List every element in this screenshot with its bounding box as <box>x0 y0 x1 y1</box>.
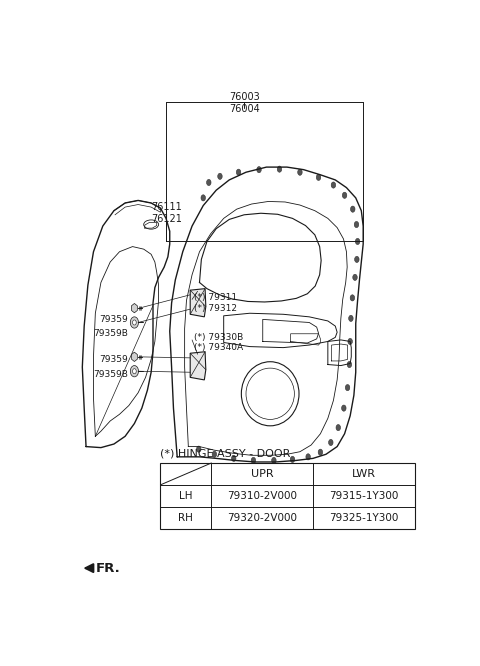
Circle shape <box>196 446 201 452</box>
Text: 79320-2V000: 79320-2V000 <box>228 513 298 523</box>
Circle shape <box>353 274 357 280</box>
Text: FR.: FR. <box>96 561 120 575</box>
Polygon shape <box>190 288 206 317</box>
Circle shape <box>350 295 355 301</box>
Circle shape <box>329 440 333 446</box>
Circle shape <box>331 182 336 188</box>
Circle shape <box>318 449 323 456</box>
Circle shape <box>130 317 139 328</box>
Circle shape <box>130 366 139 377</box>
Circle shape <box>201 194 205 201</box>
Circle shape <box>342 405 346 411</box>
Text: 79310-2V000: 79310-2V000 <box>228 491 298 501</box>
Circle shape <box>298 169 302 175</box>
Text: 79359B: 79359B <box>94 329 128 338</box>
Text: 79315-1Y300: 79315-1Y300 <box>330 491 399 501</box>
Circle shape <box>257 166 261 172</box>
Text: (*) 79311
(*) 79312: (*) 79311 (*) 79312 <box>194 293 237 313</box>
Circle shape <box>345 384 350 391</box>
Circle shape <box>290 456 295 462</box>
Circle shape <box>277 166 282 172</box>
Circle shape <box>348 338 352 344</box>
Text: 79325-1Y300: 79325-1Y300 <box>330 513 399 523</box>
Circle shape <box>350 206 355 212</box>
Circle shape <box>348 315 353 322</box>
Text: LWR: LWR <box>352 469 376 479</box>
Text: 79359B: 79359B <box>94 370 128 380</box>
Polygon shape <box>190 352 206 380</box>
Circle shape <box>132 369 136 374</box>
Circle shape <box>342 192 347 198</box>
Bar <box>160 463 415 529</box>
Circle shape <box>272 458 276 464</box>
Text: 76003
76004: 76003 76004 <box>229 92 260 114</box>
Circle shape <box>316 174 321 180</box>
Text: RH: RH <box>179 513 193 523</box>
Circle shape <box>347 362 352 368</box>
Text: 76111
76121: 76111 76121 <box>151 202 182 224</box>
Circle shape <box>212 451 216 458</box>
Text: 79359: 79359 <box>99 355 128 364</box>
Circle shape <box>251 458 256 464</box>
Circle shape <box>231 456 236 462</box>
Circle shape <box>236 169 241 175</box>
Text: UPR: UPR <box>251 469 274 479</box>
Text: 79359: 79359 <box>99 315 128 324</box>
Polygon shape <box>132 304 137 313</box>
Circle shape <box>306 454 311 460</box>
Circle shape <box>355 256 359 262</box>
Circle shape <box>355 238 360 244</box>
Circle shape <box>132 320 136 325</box>
Polygon shape <box>132 352 137 362</box>
Circle shape <box>206 179 211 186</box>
Circle shape <box>336 424 340 431</box>
Text: (*) 79330B
(*) 79340A: (*) 79330B (*) 79340A <box>194 333 243 352</box>
Circle shape <box>218 173 222 179</box>
Text: (*) HINGE ASSY - DOOR: (*) HINGE ASSY - DOOR <box>160 449 291 459</box>
Circle shape <box>354 222 359 228</box>
Text: LH: LH <box>179 491 192 501</box>
